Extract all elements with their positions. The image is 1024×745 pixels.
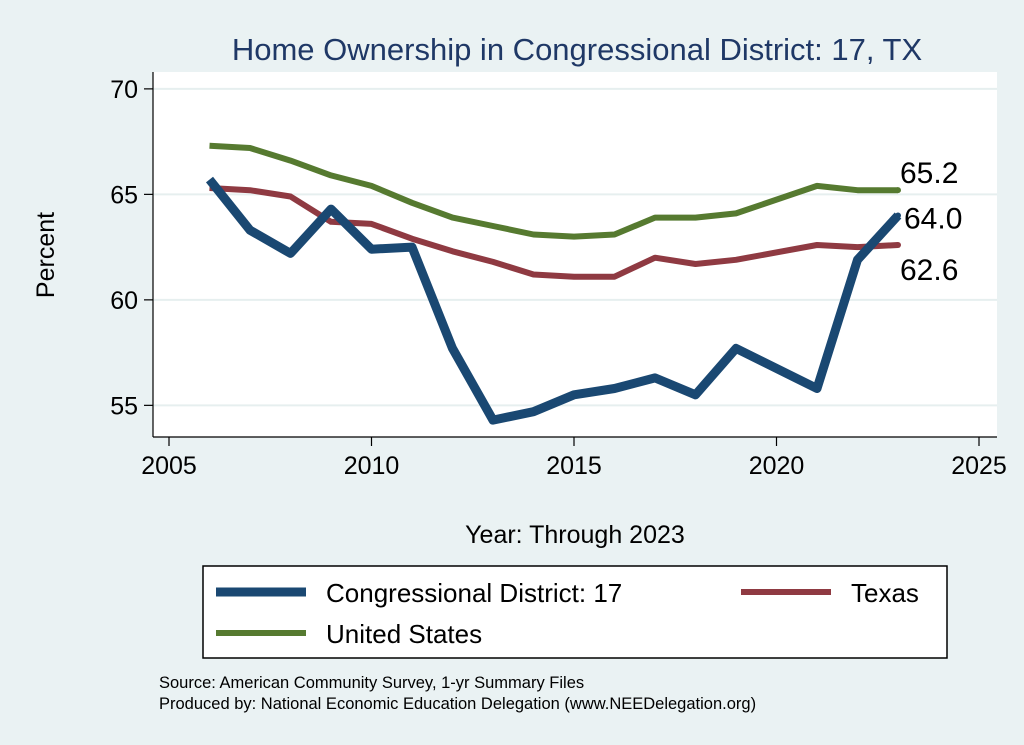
gridlines [153, 87, 997, 407]
legend-box [202, 565, 948, 659]
end-marker-texas [895, 242, 901, 249]
y-tick-label-60: 60 [110, 287, 138, 315]
series-line-congressional-district-17 [205, 176, 902, 425]
end-label-congressional-district-17: 64.0 [904, 202, 962, 235]
end-marker-united-states [895, 187, 901, 194]
x-tick-label-2015: 2015 [546, 452, 602, 480]
source-line-2: Produced by: National Economic Education… [159, 695, 756, 713]
source-line-1: Source: American Community Survey, 1-yr … [159, 674, 584, 692]
end-labels: 64.0 62.6 65.2 [900, 157, 962, 287]
legend-label-united-states: United States [326, 619, 482, 649]
end-label-texas: 62.6 [900, 254, 958, 287]
series-lines [205, 142, 902, 425]
series-line-united-states [209, 142, 898, 240]
series-line-texas [209, 185, 899, 280]
x-tick-label-2025: 2025 [951, 452, 1007, 480]
y-tick-label-70: 70 [110, 76, 138, 104]
y-tick-label-65: 65 [110, 181, 138, 209]
legend: Congressional District: 17 Texas United St… [202, 565, 948, 659]
chart-title: Home Ownership in Congressional District… [232, 32, 923, 67]
y-tick-label-55: 55 [110, 392, 138, 420]
x-tick-label-2005: 2005 [141, 452, 197, 480]
x-tick-label-2010: 2010 [344, 452, 400, 480]
y-axis-title: Percent [32, 212, 60, 298]
x-axis-title: Year: Through 2023 [465, 521, 685, 549]
axes: 55 60 65 70 2005 2010 2015 2020 2025 [110, 72, 1007, 480]
end-marker-congressional-district-17 [895, 212, 901, 219]
legend-label-texas: Texas [851, 578, 919, 608]
end-label-united-states: 65.2 [900, 157, 958, 190]
legend-label-congressional-district-17: Congressional District: 17 [326, 578, 622, 608]
plot-area [153, 72, 997, 437]
x-tick-label-2020: 2020 [749, 452, 805, 480]
